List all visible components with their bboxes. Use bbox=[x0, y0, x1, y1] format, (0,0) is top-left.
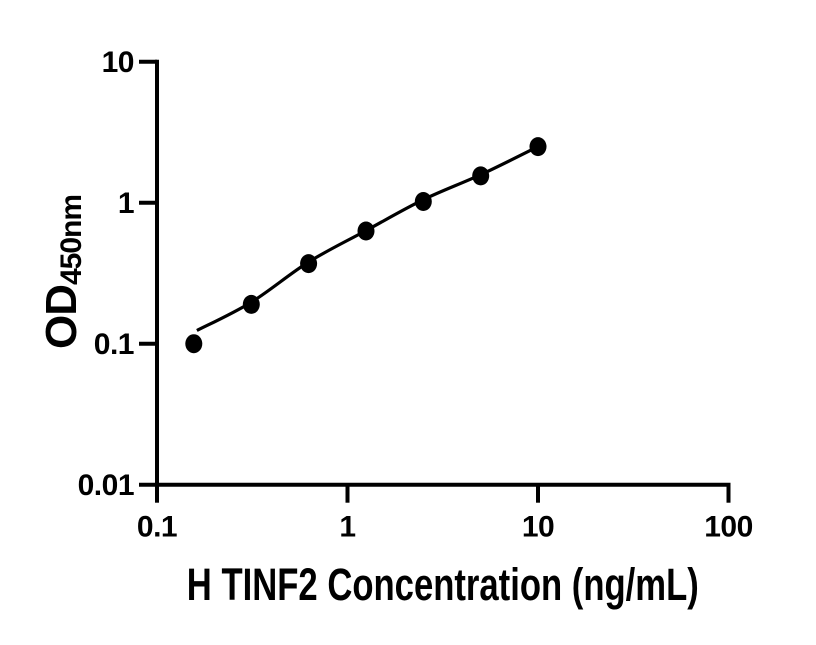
data-point bbox=[529, 137, 547, 157]
data-point bbox=[414, 192, 432, 211]
y-tick-label: 0.1 bbox=[94, 328, 134, 361]
x-axis-title: H TINF2 Concentration (ng/mL) bbox=[187, 559, 699, 610]
x-tick-label: 100 bbox=[704, 511, 753, 544]
y-axis-title: OD450nm bbox=[37, 195, 88, 349]
y-tick-label: 1 bbox=[118, 187, 134, 220]
data-point bbox=[357, 221, 375, 241]
x-tick-label: 1 bbox=[339, 511, 355, 544]
y-tick-label: 10 bbox=[102, 46, 134, 79]
y-tick-label: 0.01 bbox=[78, 469, 134, 502]
data-point bbox=[300, 254, 318, 274]
x-tick-label: 10 bbox=[522, 511, 554, 544]
x-tick-label: 0.1 bbox=[137, 511, 177, 544]
data-point bbox=[242, 294, 260, 314]
data-point bbox=[472, 166, 490, 186]
data-point bbox=[185, 334, 203, 354]
